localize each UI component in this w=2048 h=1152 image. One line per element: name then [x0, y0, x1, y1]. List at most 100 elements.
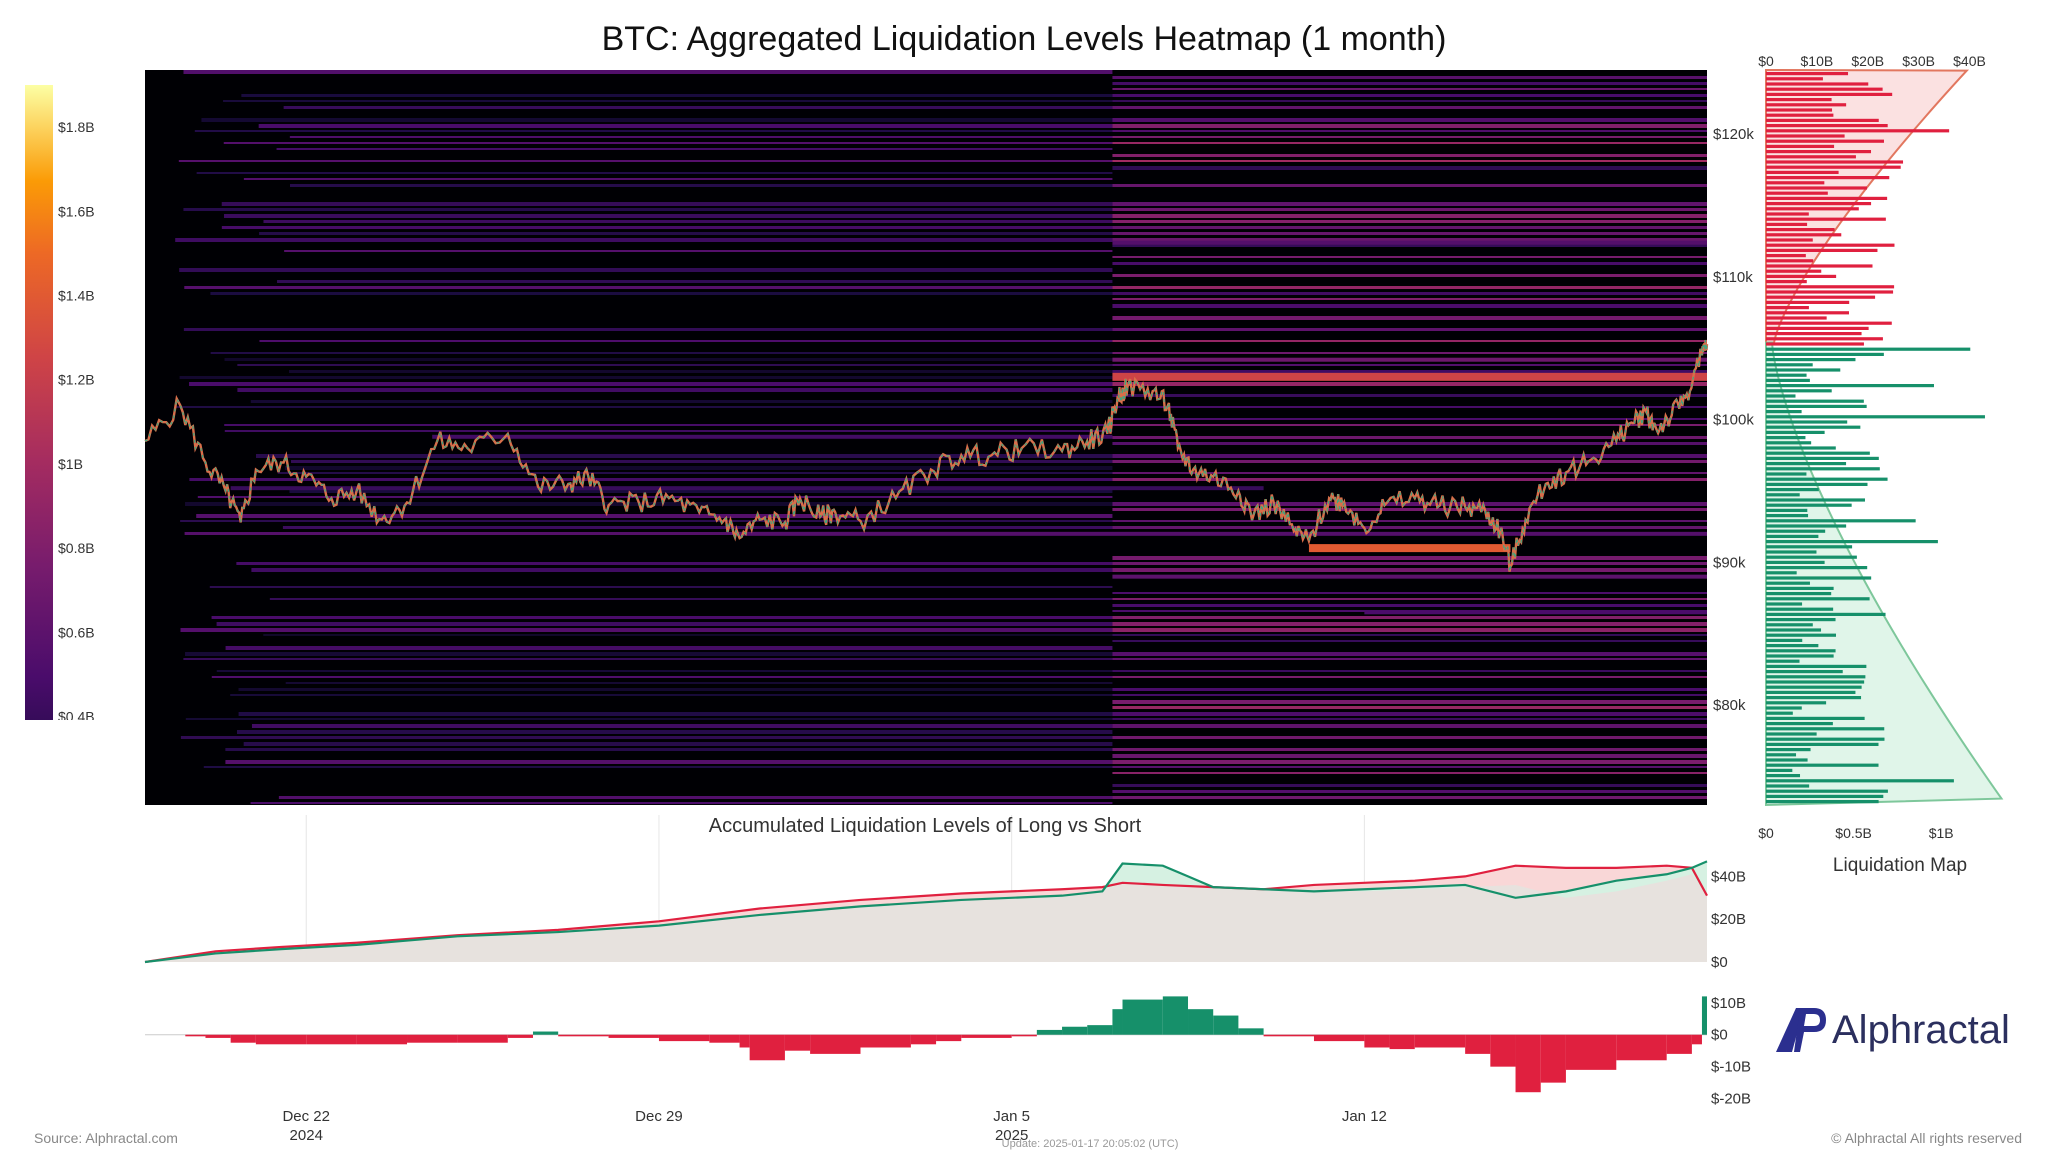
- heatmap-row: [1112, 478, 1707, 481]
- liq-long-bar: [1766, 612, 1886, 616]
- liq-long-bar: [1766, 597, 1870, 601]
- heatmap-row: [289, 490, 1113, 493]
- heatmap-rows: [175, 70, 1707, 804]
- heatmap-row: [1112, 622, 1707, 626]
- accumulated-long-line: [144, 860, 1708, 964]
- colorbar-tick-label: $1.6B: [58, 203, 95, 219]
- liq-short-bar: [1766, 326, 1869, 330]
- liq-short-bar: [1766, 248, 1878, 252]
- liq-long-bar: [1766, 498, 1865, 502]
- heatmap-row: [1112, 658, 1707, 660]
- liq-short-bar: [1766, 82, 1869, 86]
- net-positive-block: [1701, 996, 1707, 1035]
- net-negative-block: [205, 1034, 231, 1038]
- heatmap-row: [277, 280, 1113, 283]
- heatmap-row: [1112, 364, 1707, 366]
- net-negative-block: [457, 1034, 508, 1043]
- heatmap-row: [1112, 214, 1707, 218]
- heatmap-row: [1112, 244, 1707, 247]
- liq-long-bar: [1766, 378, 1810, 382]
- heatmap-row: [1112, 718, 1707, 720]
- liquidation-map-bottom-axis: $0 $0.5B $1B: [1758, 825, 1953, 841]
- net-positive-block: [532, 1031, 559, 1035]
- net-negative-block: [1490, 1034, 1516, 1067]
- net-negative-block: [1540, 1034, 1566, 1083]
- heatmap-row: [189, 382, 1113, 386]
- liq-short-bar: [1766, 280, 1807, 284]
- heatmap-row: [1112, 676, 1707, 678]
- heatmap-row: [196, 514, 1113, 518]
- heatmap-row: [225, 760, 1113, 764]
- heatmap-row: [1112, 592, 1707, 594]
- liq-long-bar: [1766, 576, 1872, 580]
- liq-top-tick-label: $0: [1758, 53, 1774, 69]
- heatmap-row: [194, 130, 1113, 132]
- liq-long-bar: [1766, 602, 1803, 606]
- heatmap-row: [278, 796, 1113, 799]
- heatmap-row: [1112, 166, 1707, 170]
- heatmap-row: [1112, 616, 1707, 619]
- heatmap-row: [179, 376, 1113, 379]
- liquidation-map: [1765, 68, 2004, 807]
- heatmap-row: [259, 340, 1113, 342]
- heatmap-row: [1112, 454, 1707, 458]
- source-text: Source: Alphractal.com: [34, 1130, 178, 1146]
- heatmap-row: [1112, 316, 1707, 320]
- heatmap-row: [290, 184, 1113, 187]
- heatmap-hot-band: [1364, 610, 1707, 615]
- heatmap-row: [1112, 232, 1707, 235]
- heatmap-hot-bands: [230, 240, 1707, 615]
- liq-short-bar: [1766, 77, 1823, 81]
- heatmap-row: [175, 406, 1113, 408]
- heatmap-row: [282, 526, 1113, 529]
- liq-long-bar: [1766, 446, 1836, 450]
- heatmap-x-axis: Dec 22 2024 Dec 29 Jan 5 2025 Jan 12: [282, 815, 1387, 1144]
- net-positive-block: [1062, 1026, 1088, 1035]
- heatmap-row: [1112, 706, 1707, 709]
- heatmap-row: [1112, 304, 1707, 308]
- net-y-axis: $-20B $-10B $0 $10B: [1711, 995, 1751, 1108]
- heatmap-row: [1112, 328, 1707, 331]
- liq-long-bar: [1766, 430, 1825, 434]
- heatmap-hot-band: [230, 486, 1264, 491]
- net-negative-block: [1414, 1034, 1466, 1048]
- heatmap-y-tick-label: $90k: [1713, 554, 1746, 571]
- heatmap-y-tick-label: $80k: [1713, 697, 1746, 714]
- heatmap-row: [1112, 76, 1707, 79]
- heatmap-row: [1112, 94, 1707, 97]
- heatmap-row: [1112, 688, 1707, 691]
- heatmap-row: [237, 388, 1113, 392]
- heatmap-row: [1112, 418, 1707, 420]
- heatmap-row: [1112, 130, 1707, 132]
- colorbar-tick-label: $0.6B: [58, 624, 95, 640]
- liq-short-bar: [1766, 72, 1849, 76]
- heatmap-row: [1112, 382, 1707, 386]
- colorbar-tick-label: $1.2B: [58, 372, 95, 388]
- liq-long-bar: [1766, 472, 1807, 476]
- x-tick-sublabel: 2024: [290, 1127, 323, 1144]
- heatmap-row: [251, 568, 1113, 572]
- liq-short-bar: [1766, 103, 1847, 107]
- heatmap-hot-band: [1112, 574, 1707, 579]
- accumulated-common-area: [145, 874, 1707, 962]
- liq-long-bar: [1766, 488, 1819, 492]
- liq-long-bar: [1766, 347, 1971, 351]
- net-negative-block: [1465, 1034, 1491, 1054]
- liq-long-bar: [1766, 794, 1884, 798]
- net-negative-block: [749, 1034, 785, 1061]
- liq-long-bar: [1766, 633, 1836, 637]
- liq-long-bar: [1766, 690, 1856, 694]
- heatmap-row: [230, 694, 1113, 696]
- heatmap-row: [289, 136, 1113, 138]
- liq-long-bar: [1766, 477, 1888, 481]
- heatmap-row: [209, 586, 1113, 588]
- liq-long-bar: [1766, 742, 1879, 746]
- heatmap-row: [201, 118, 1113, 122]
- liq-long-bar: [1766, 774, 1801, 778]
- net-negative-block: [230, 1034, 256, 1043]
- heatmap-row: [250, 802, 1113, 804]
- heatmap-row: [180, 520, 1113, 522]
- liq-short-bar: [1766, 118, 1879, 122]
- liq-long-bar: [1766, 456, 1879, 460]
- heatmap-row: [236, 562, 1113, 565]
